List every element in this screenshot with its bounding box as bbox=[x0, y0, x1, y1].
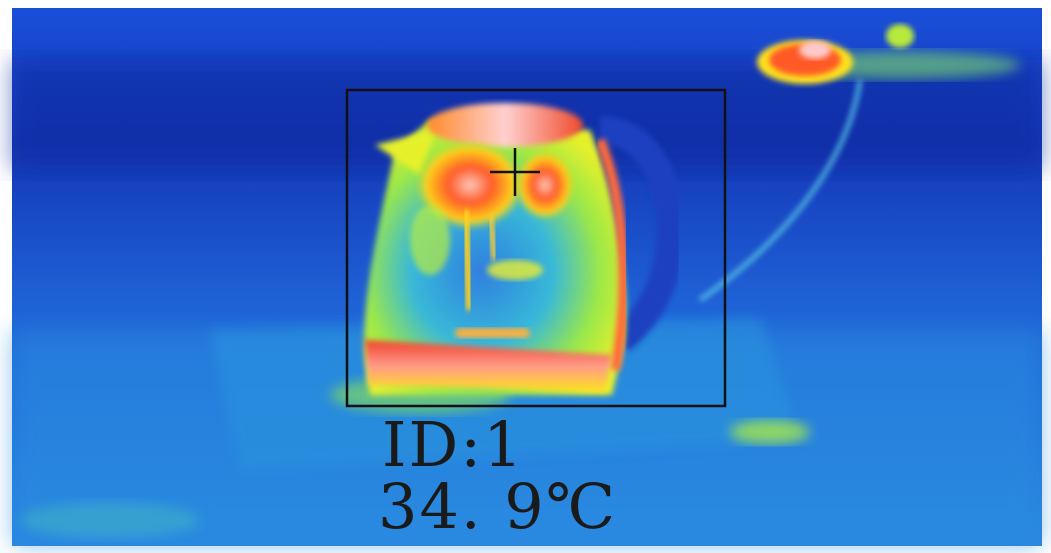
target-box bbox=[345, 88, 727, 408]
target-id-label: ID:1 bbox=[382, 408, 525, 481]
temperature-readout: 34. 9℃ bbox=[378, 470, 618, 543]
hot-object-top-right bbox=[757, 24, 1020, 84]
crosshair-icon bbox=[490, 148, 540, 196]
kettle-heat-signature bbox=[364, 103, 685, 395]
